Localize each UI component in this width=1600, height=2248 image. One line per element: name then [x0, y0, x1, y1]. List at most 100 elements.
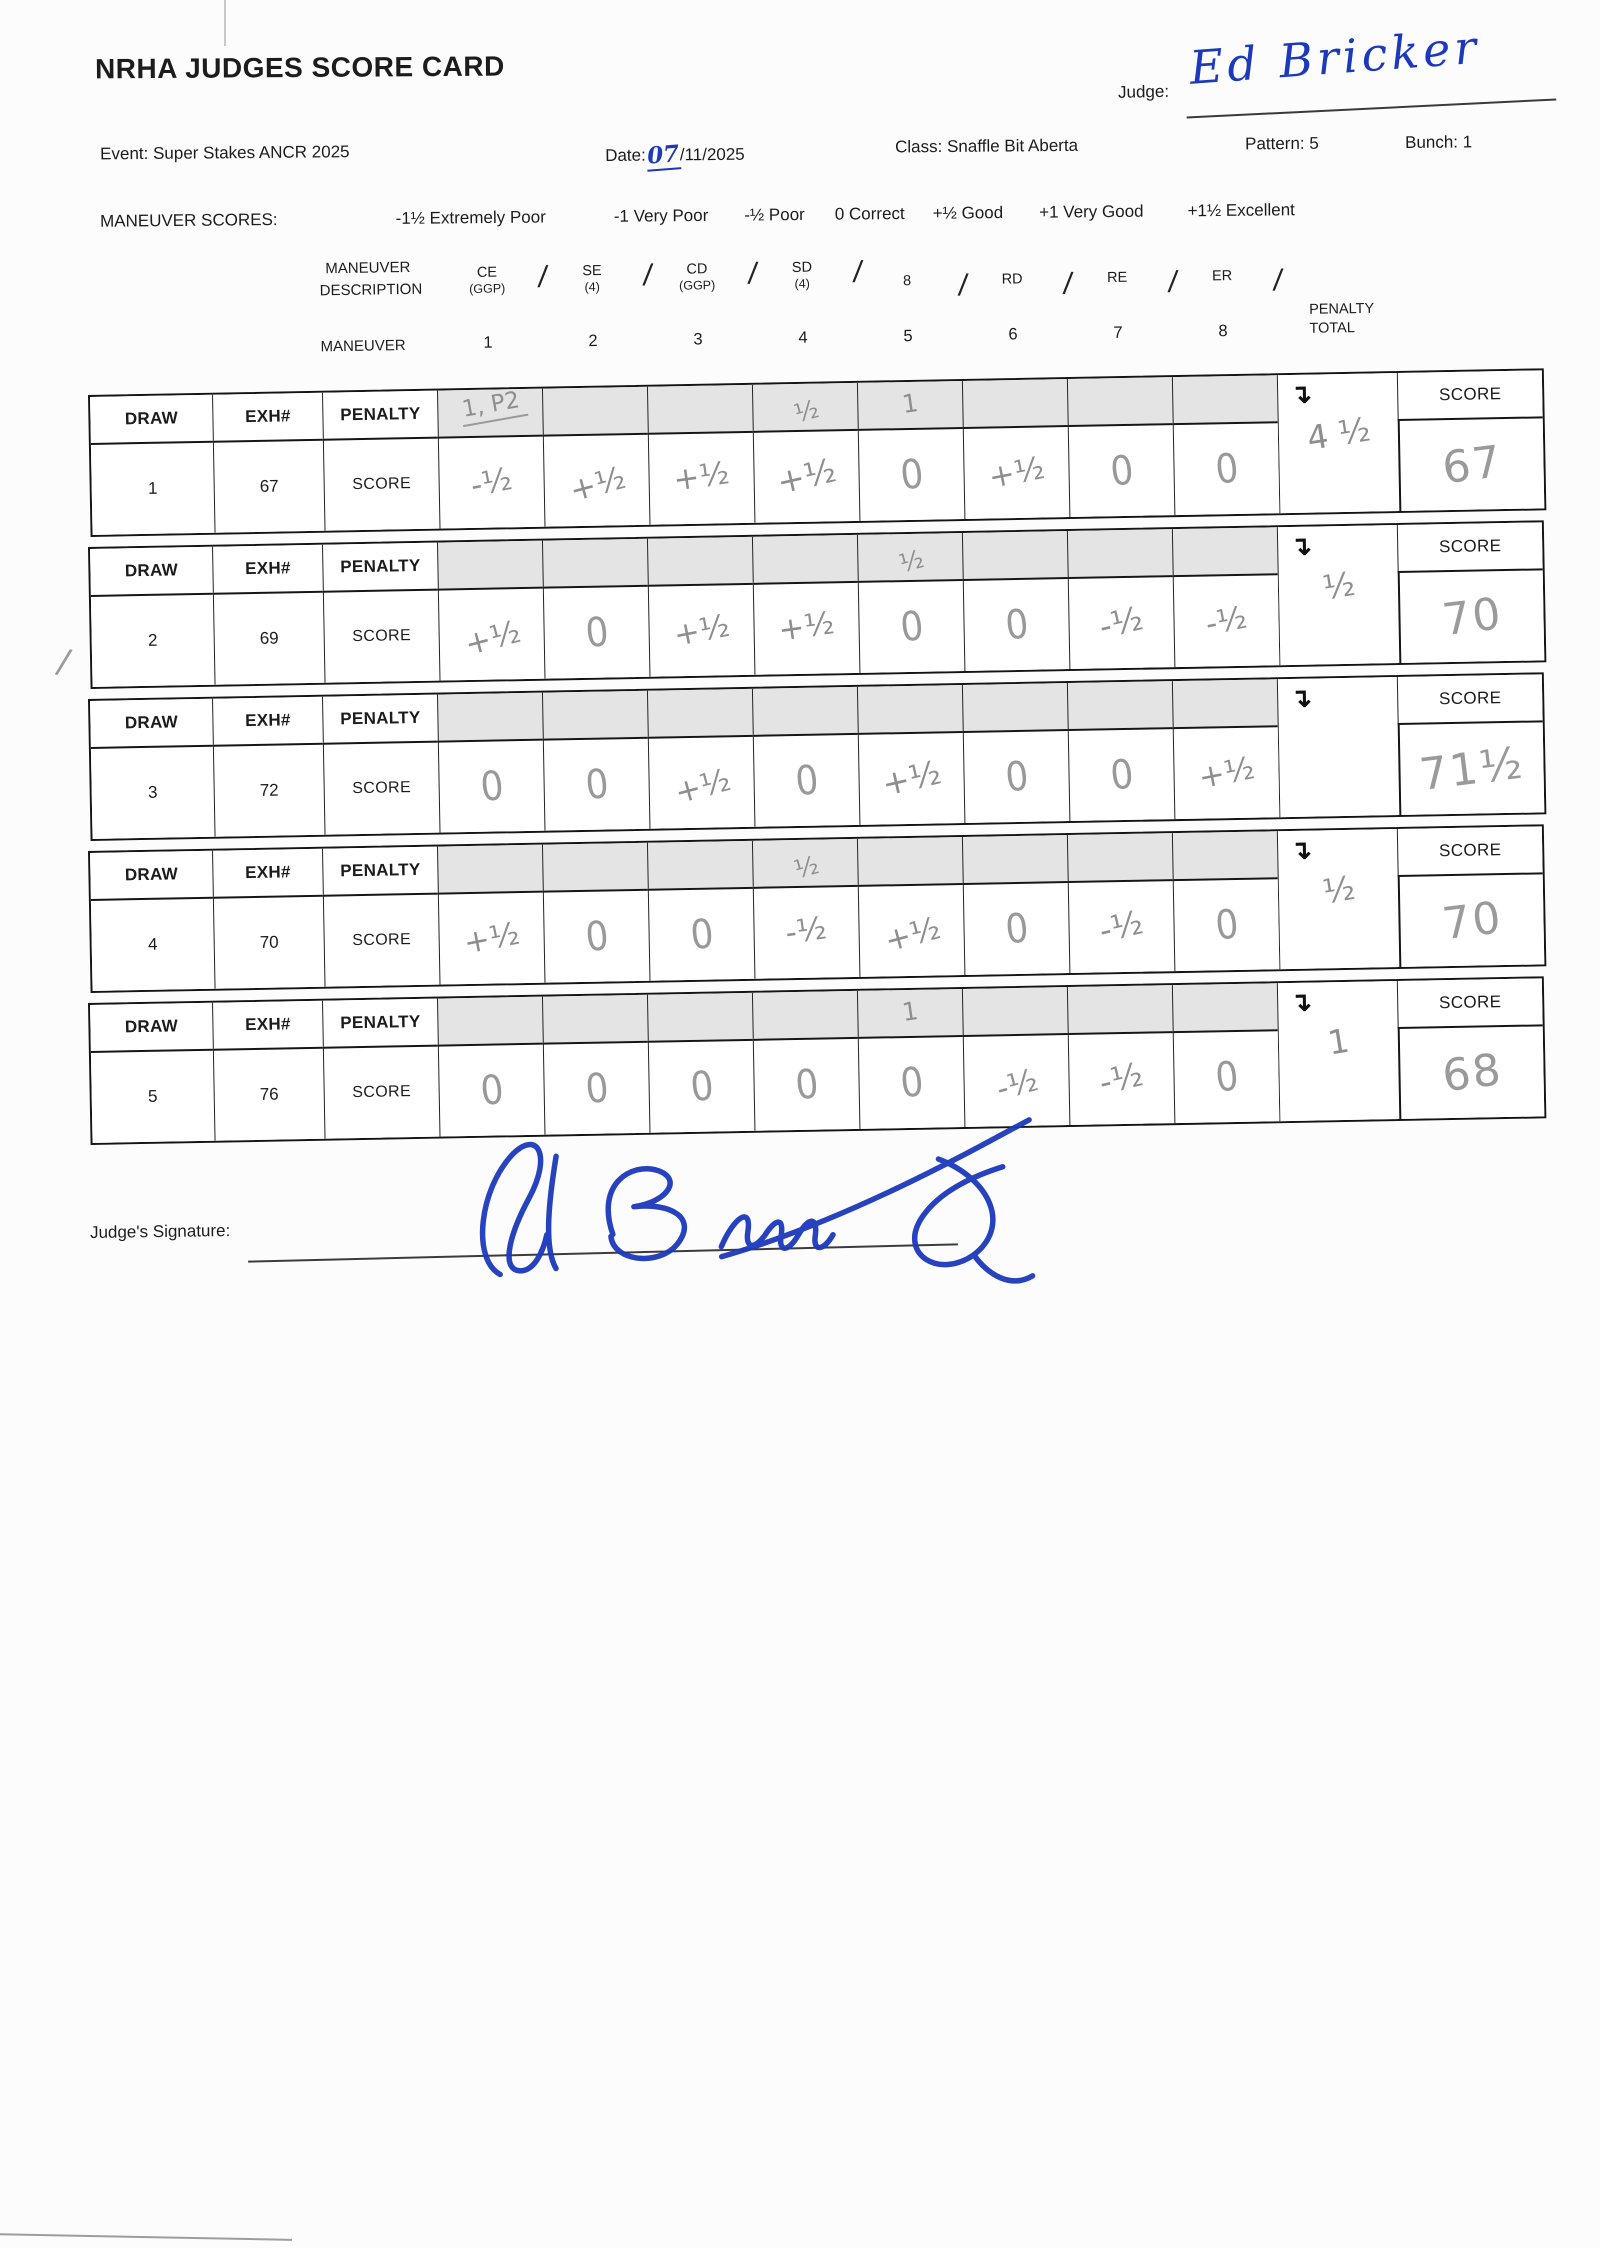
draw-header: DRAW — [90, 850, 213, 899]
exh-header: EXH# — [212, 1000, 323, 1049]
penalty-cell-2 — [541, 386, 648, 435]
maneuver-number: 4 — [798, 328, 808, 347]
score-cell-2: +½ — [542, 432, 650, 527]
score-value-cell: 71½ — [1397, 720, 1545, 815]
penalty-cell-2 — [541, 994, 648, 1043]
maneuver-number: 6 — [1008, 325, 1018, 344]
down-corner-arrow-icon: ↴ — [1289, 530, 1313, 561]
penalty-cell-7 — [1066, 529, 1173, 578]
legend-item: -1½ Extremely Poor — [395, 207, 546, 228]
score-cell-8: 0 — [1172, 1029, 1280, 1124]
penalty-cell-1 — [436, 996, 543, 1045]
penalty-cell-4 — [751, 534, 858, 583]
score-value-cell: 68 — [1397, 1024, 1545, 1119]
draw-header: DRAW — [90, 698, 213, 747]
maneuver-number: 3 — [693, 329, 703, 349]
score-cell-3: +½ — [647, 430, 755, 525]
penalty-cell-7 — [1066, 833, 1173, 882]
penalty-cell-1 — [436, 844, 543, 893]
penalty-cell-2 — [541, 842, 648, 891]
penalty-cell-5: 1 — [856, 380, 963, 429]
draw-value: 5 — [90, 1048, 215, 1143]
score-cell-3: +½ — [647, 582, 755, 677]
score-row-label: SCORE — [322, 588, 440, 683]
exh-value: 67 — [212, 438, 325, 533]
penalty-cell-1 — [436, 692, 543, 741]
penalty-cell-1 — [436, 540, 543, 589]
exh-header: EXH# — [212, 696, 323, 745]
draw-header: DRAW — [90, 546, 213, 595]
penalty-total-cell: ↴ ½ — [1276, 829, 1400, 970]
penalty-header: PENALTY — [321, 998, 438, 1047]
score-cell-7: -½ — [1067, 575, 1175, 670]
score-cell-2: 0 — [542, 736, 650, 831]
score-value-cell: 70 — [1397, 872, 1545, 967]
score-cell-1: +½ — [437, 890, 545, 985]
maneuver-number: 5 — [903, 326, 913, 345]
penalty-cell-6 — [961, 683, 1068, 731]
maneuver-number: 1 — [483, 333, 493, 352]
score-cell-6: 0 — [962, 729, 1070, 823]
score-cell-2: 0 — [542, 584, 650, 679]
bunch-field: Bunch: 1 — [1404, 132, 1473, 152]
penalty-cell-4 — [751, 686, 858, 735]
score-cell-2: 0 — [542, 888, 650, 983]
penalty-total-cell: ↴ 1 — [1276, 981, 1400, 1122]
penalty-cell-3 — [646, 840, 753, 889]
penalty-cell-7 — [1066, 377, 1173, 426]
penalty-cell-3 — [646, 384, 753, 433]
penalty-cell-3 — [646, 536, 753, 585]
penalty-total-header: PENALTY TOTAL — [1309, 300, 1375, 337]
scan-artifact-line — [0, 2233, 292, 2241]
penalty-cell-5: 1 — [856, 988, 963, 1037]
pattern-field: Pattern: 5 — [1244, 133, 1319, 154]
penalty-cell-3 — [646, 688, 753, 737]
penalty-cell-6 — [961, 987, 1068, 1035]
score-cell-8: +½ — [1172, 725, 1280, 820]
penalty-header: PENALTY — [321, 542, 438, 591]
score-cell-5: +½ — [857, 730, 965, 825]
score-cell-4: +½ — [752, 428, 860, 523]
maneuver-description-label: MANEUVER DESCRIPTION — [319, 258, 423, 300]
score-value-cell: 67 — [1397, 416, 1545, 511]
judge-signature-line — [1186, 98, 1557, 119]
score-cell-6: 0 — [962, 881, 1070, 975]
score-cell-4: 0 — [752, 732, 860, 827]
maneuver-code-7: RE — [1064, 268, 1169, 290]
exh-header: EXH# — [212, 392, 323, 441]
down-corner-arrow-icon: ↴ — [1289, 682, 1313, 713]
legend-label: MANEUVER SCORES: — [99, 210, 278, 231]
penalty-total-cell: ↴ — [1276, 677, 1400, 818]
score-cell-1: -½ — [437, 434, 545, 529]
score-cell-3: +½ — [647, 734, 755, 829]
penalty-header: PENALTY — [321, 390, 438, 439]
score-row-label: SCORE — [322, 892, 440, 987]
penalty-cell-6 — [961, 835, 1068, 883]
score-column-header: SCORE — [1396, 826, 1543, 876]
judge-signature-handwritten — [479, 1117, 1036, 1284]
score-cell-1: 0 — [437, 738, 545, 833]
score-cell-4: -½ — [752, 884, 860, 979]
penalty-cell-3 — [646, 992, 753, 1041]
exh-value: 76 — [212, 1046, 325, 1141]
score-column-header: SCORE — [1396, 522, 1543, 572]
penalty-cell-5 — [856, 684, 963, 733]
maneuver-scores-legend: MANEUVER SCORES: -1½ Extremely Poor -1 V… — [100, 200, 1295, 231]
maneuver-code-6: RD — [960, 270, 1065, 292]
score-cell-8: 0 — [1172, 421, 1280, 516]
penalty-cell-4 — [751, 990, 858, 1039]
maneuver-number: 2 — [588, 331, 598, 350]
draw-value: 2 — [90, 592, 215, 687]
scan-artifact-line — [224, 0, 226, 46]
score-cell-8: -½ — [1172, 573, 1280, 668]
score-column-header: SCORE — [1396, 370, 1543, 420]
penalty-cell-7 — [1066, 985, 1173, 1034]
draw-value: 3 — [90, 744, 215, 839]
judge-field: Judge: Ed Bricker — [1118, 20, 1578, 119]
down-corner-arrow-icon: ↴ — [1289, 378, 1313, 409]
score-row-label: SCORE — [322, 436, 440, 531]
penalty-cell-4: ½ — [751, 382, 858, 431]
penalty-total-cell: ↴ 4 ½ — [1276, 373, 1400, 514]
score-cell-4: +½ — [752, 580, 860, 675]
